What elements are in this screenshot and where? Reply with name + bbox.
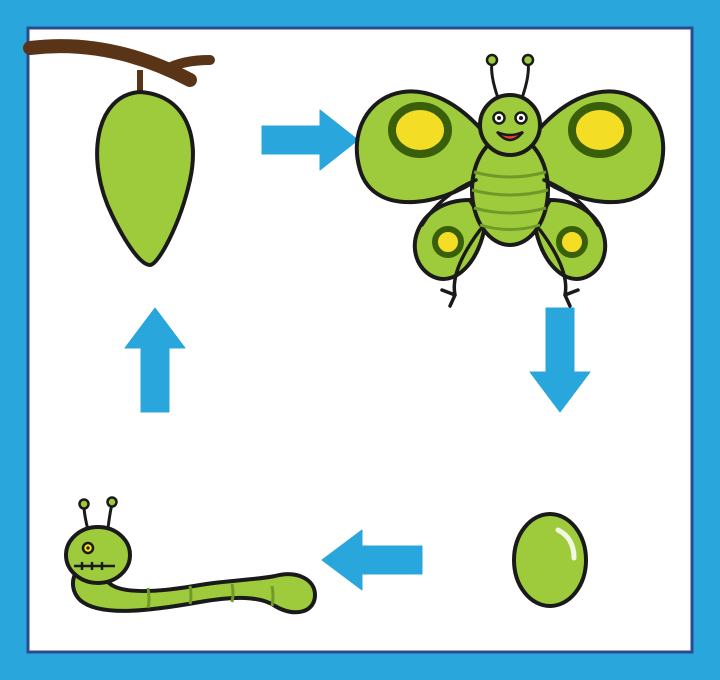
diagram-svg: [0, 0, 720, 680]
egg-icon: [514, 514, 586, 606]
lifecycle-diagram: [0, 0, 720, 680]
